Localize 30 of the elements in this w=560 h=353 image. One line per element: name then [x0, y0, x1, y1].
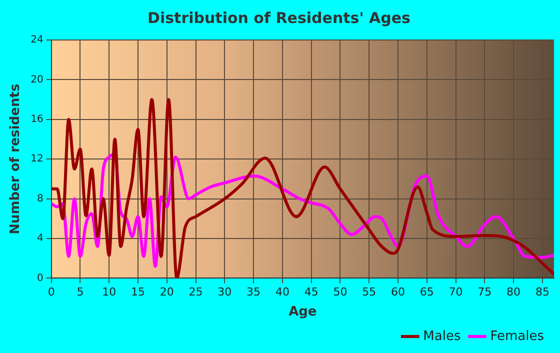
- x-tick-label: 75: [478, 286, 492, 299]
- x-tick-label: 80: [506, 286, 521, 299]
- x-tick-label: 60: [390, 286, 405, 299]
- x-tick-label: 5: [76, 286, 84, 299]
- x-tick-label: 50: [333, 286, 348, 299]
- y-axis-title: Number of residents: [8, 84, 24, 234]
- y-tick-label: 8: [36, 193, 44, 204]
- y-tick-label: 12: [30, 154, 44, 165]
- y-tick-label: 16: [30, 114, 44, 125]
- legend-label: Females: [490, 328, 544, 344]
- x-tick-label: 65: [420, 286, 434, 299]
- x-tick-label: 10: [102, 286, 116, 299]
- x-tick-label: 0: [48, 286, 55, 299]
- chart-title: Distribution of Residents' Ages: [148, 8, 411, 27]
- y-tick-label: 4: [36, 233, 44, 244]
- x-tick-label: 25: [188, 286, 203, 299]
- x-tick-label: 20: [160, 286, 174, 299]
- legend-label: Males: [423, 328, 461, 344]
- x-axis-title: Age: [288, 304, 317, 320]
- x-tick-label: 35: [246, 286, 261, 299]
- y-tick-label: 20: [30, 74, 44, 86]
- x-tick-label: 85: [535, 286, 550, 299]
- y-tick-label: 24: [30, 34, 44, 46]
- x-tick-label: 40: [275, 286, 290, 299]
- x-tick-label: 70: [448, 286, 463, 299]
- x-tick-label: 15: [130, 286, 145, 299]
- x-tick-label: 55: [362, 286, 376, 299]
- x-tick-label: 45: [304, 286, 318, 299]
- x-tick-label: 30: [218, 286, 232, 299]
- y-tick-label: 0: [36, 272, 44, 284]
